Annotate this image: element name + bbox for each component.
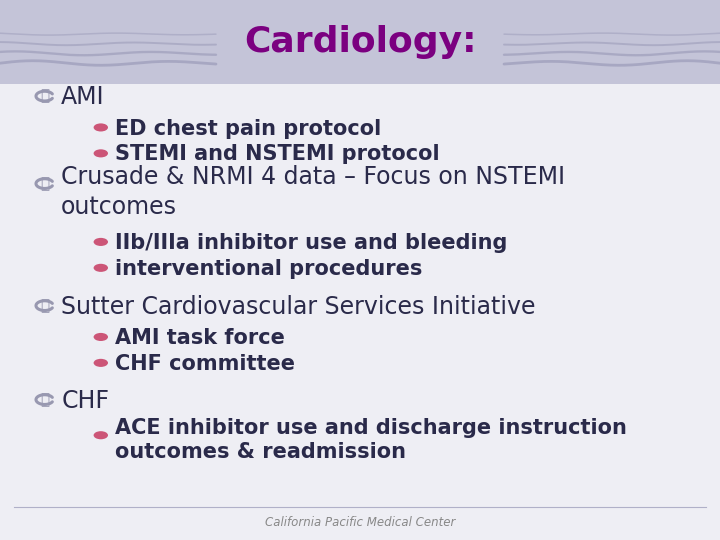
Ellipse shape xyxy=(94,333,108,341)
Ellipse shape xyxy=(94,238,108,246)
Bar xyxy=(0,0,720,84)
Text: ⮨: ⮨ xyxy=(40,89,49,104)
Text: STEMI and NSTEMI protocol: STEMI and NSTEMI protocol xyxy=(115,144,440,165)
Ellipse shape xyxy=(94,149,108,158)
Text: CHF: CHF xyxy=(61,389,109,413)
Text: ACE inhibitor use and discharge instruction
outcomes & readmission: ACE inhibitor use and discharge instruct… xyxy=(115,418,627,462)
Text: AMI: AMI xyxy=(61,85,105,109)
Text: ED chest pain protocol: ED chest pain protocol xyxy=(115,118,382,139)
Text: interventional procedures: interventional procedures xyxy=(115,259,423,279)
Text: Crusade & NRMI 4 data – Focus on NSTEMI
outcomes: Crusade & NRMI 4 data – Focus on NSTEMI … xyxy=(61,165,565,219)
Text: California Pacific Medical Center: California Pacific Medical Center xyxy=(265,516,455,529)
Text: ⮨: ⮨ xyxy=(40,298,49,313)
Text: Sutter Cardiovascular Services Initiative: Sutter Cardiovascular Services Initiativ… xyxy=(61,295,536,319)
Text: AMI task force: AMI task force xyxy=(115,328,285,348)
Text: ⮨: ⮨ xyxy=(40,176,49,191)
Text: ⮨: ⮨ xyxy=(40,392,49,407)
Text: IIb/IIIa inhibitor use and bleeding: IIb/IIIa inhibitor use and bleeding xyxy=(115,233,508,253)
Text: CHF committee: CHF committee xyxy=(115,354,295,374)
Ellipse shape xyxy=(94,123,108,131)
Ellipse shape xyxy=(94,264,108,272)
Ellipse shape xyxy=(94,431,108,440)
Ellipse shape xyxy=(94,359,108,367)
Text: Cardiology:: Cardiology: xyxy=(244,25,476,59)
